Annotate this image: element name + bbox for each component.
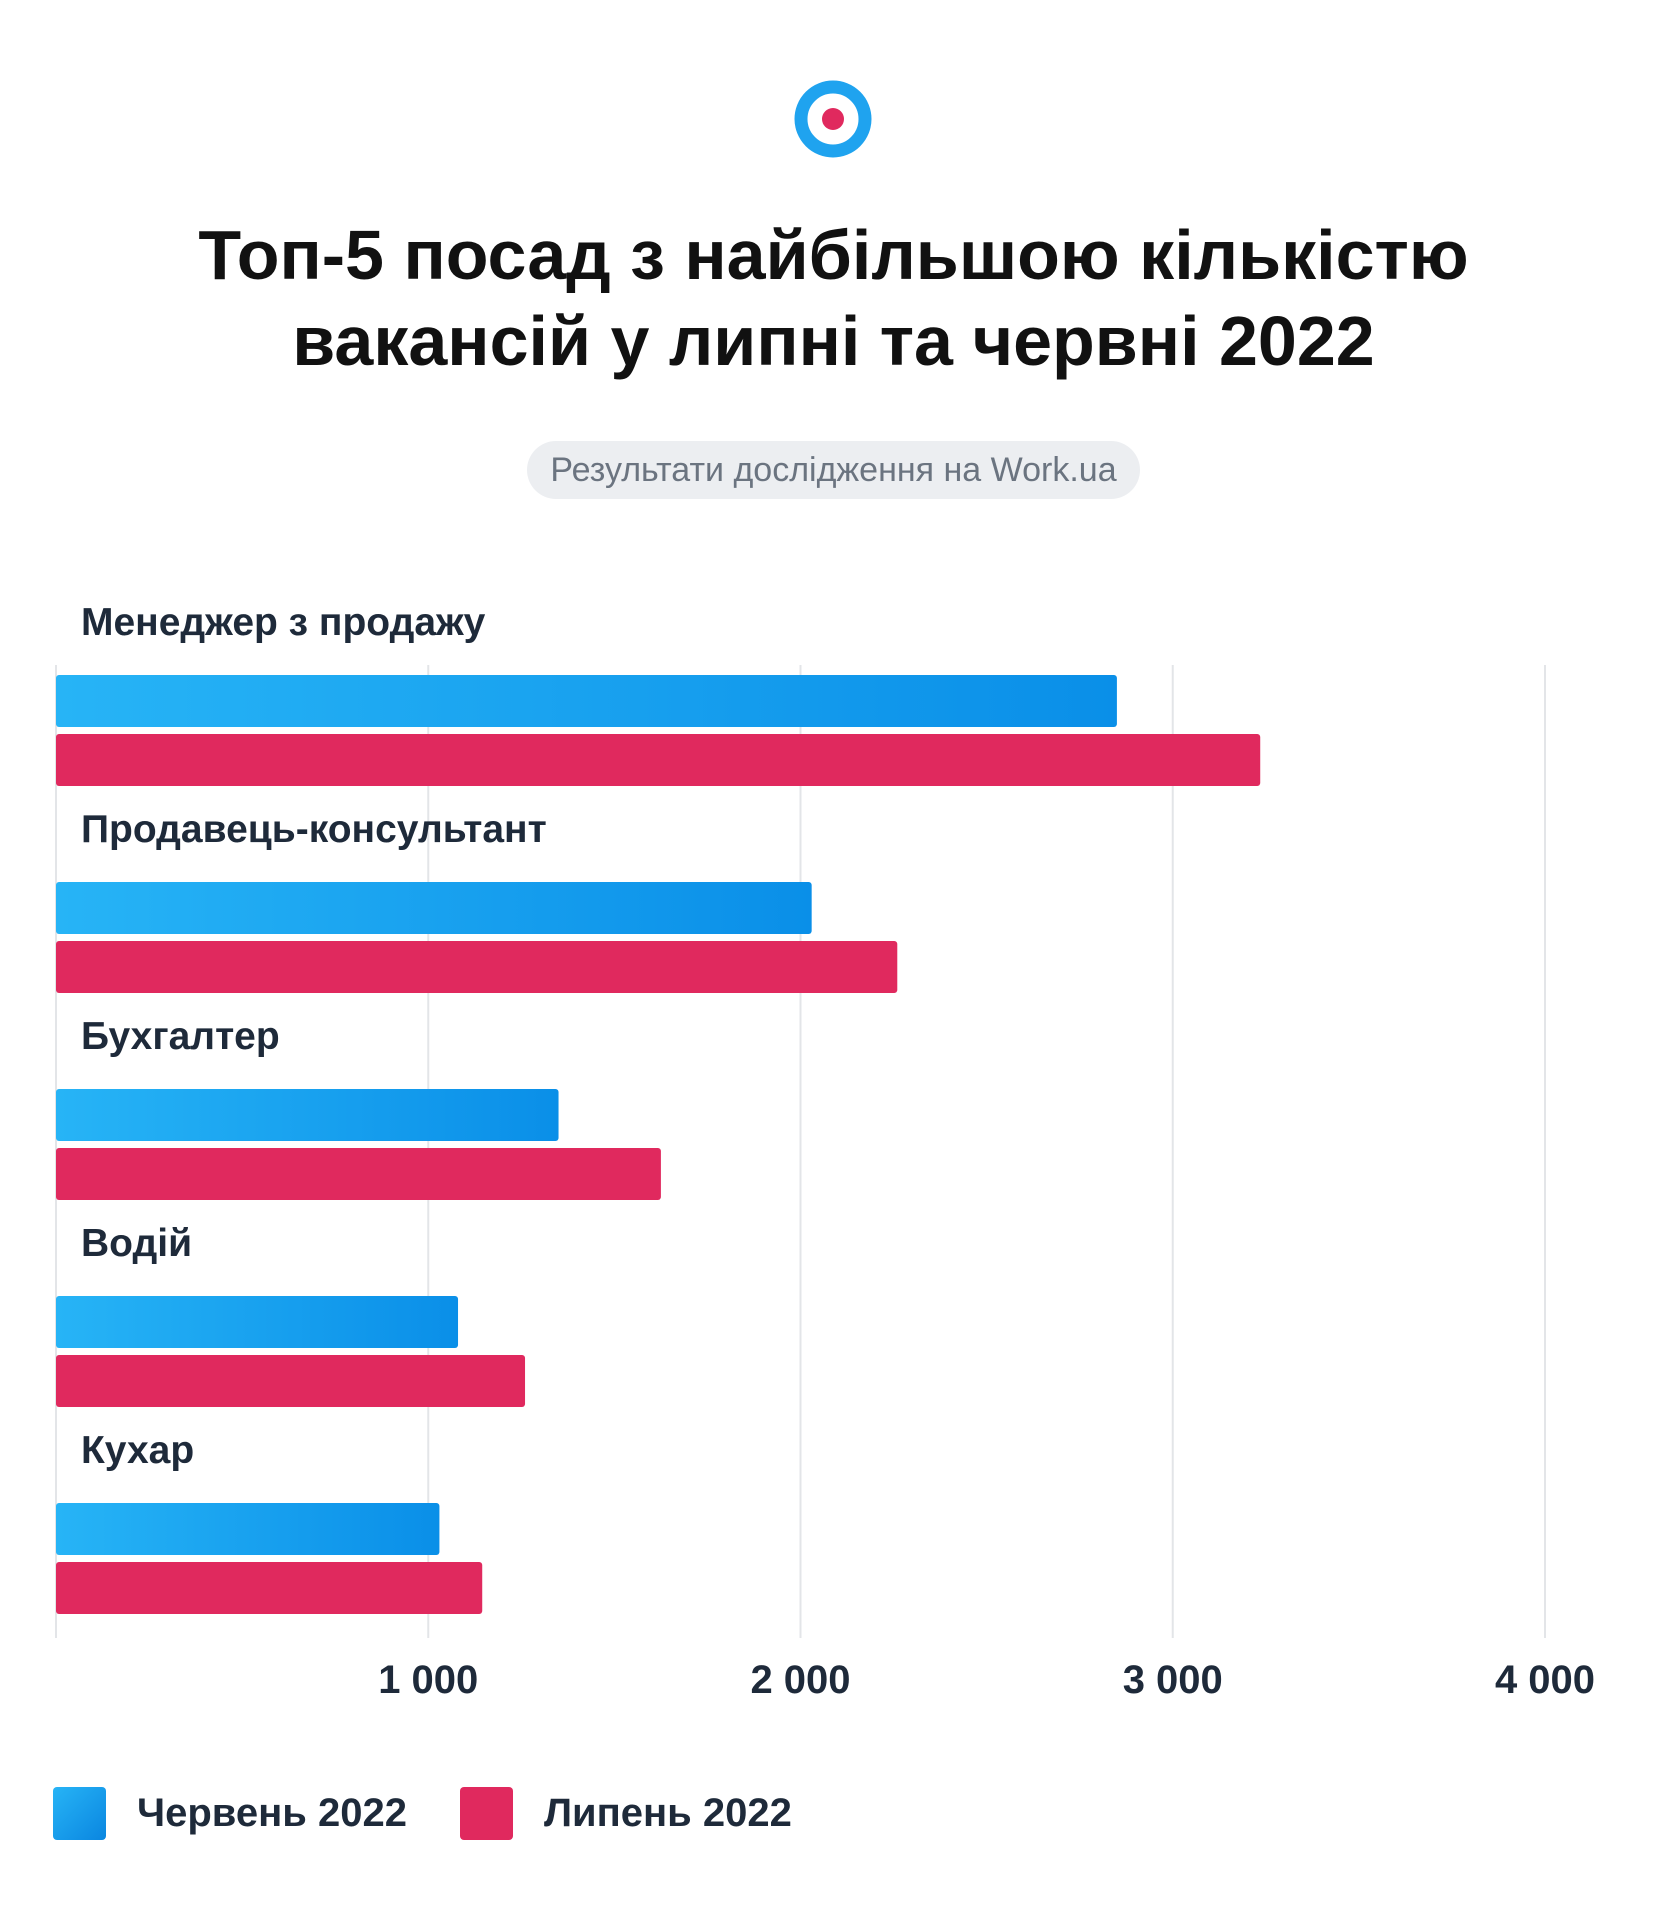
category-label-1: Продавець-консультант — [81, 808, 547, 851]
subtitle-pill: Результати дослідження на Work.ua — [527, 441, 1140, 499]
category-label-4: Кухар — [81, 1429, 194, 1472]
category-label-0: Менеджер з продажу — [81, 601, 486, 644]
chart-title-line-1: Топ-5 посад з найбільшою кількістю — [198, 216, 1469, 294]
target-logo-icon — [794, 80, 872, 158]
bar-july-2 — [56, 1148, 661, 1200]
tick-label-0: 1 000 — [378, 1658, 478, 1702]
logo-ring — [794, 80, 872, 158]
bar-june-2 — [56, 1089, 559, 1141]
bar-june-0 — [56, 675, 1117, 727]
tick-label-3: 4 000 — [1495, 1658, 1595, 1702]
legend-item-june: Червень 2022 — [53, 1787, 407, 1840]
bar-july-3 — [56, 1355, 526, 1407]
legend-swatch-july — [459, 1787, 513, 1840]
legend-swatch-june — [53, 1787, 106, 1840]
bar-june-4 — [56, 1503, 440, 1555]
bar-june-1 — [56, 882, 812, 934]
legend: Червень 2022 Липень 2022 — [53, 1787, 845, 1840]
chart-title-line-2: вакансій у липні та червні 2022 — [292, 302, 1375, 380]
category-label-3: Водій — [81, 1222, 192, 1265]
legend-item-july: Липень 2022 — [459, 1787, 792, 1840]
bar-chart: Менеджер з продажу Продавець-консультант Б… — [55, 601, 1595, 1702]
subtitle-container: Результати дослідження на Work.ua — [0, 441, 1667, 499]
bar-july-4 — [56, 1562, 483, 1614]
category-label-2: Бухгалтер — [81, 1015, 280, 1058]
bar-july-1 — [56, 941, 898, 993]
legend-label-july: Липень 2022 — [543, 1791, 792, 1835]
legend-label-june: Червень 2022 — [137, 1791, 407, 1835]
tick-label-1: 2 000 — [750, 1658, 850, 1702]
bar-june-3 — [56, 1296, 459, 1348]
tick-label-2: 3 000 — [1123, 1658, 1223, 1702]
chart-title: Топ-5 посад з найбільшою кількістю вакан… — [100, 212, 1567, 384]
bar-july-0 — [56, 734, 1261, 786]
logo-dot — [822, 108, 844, 130]
